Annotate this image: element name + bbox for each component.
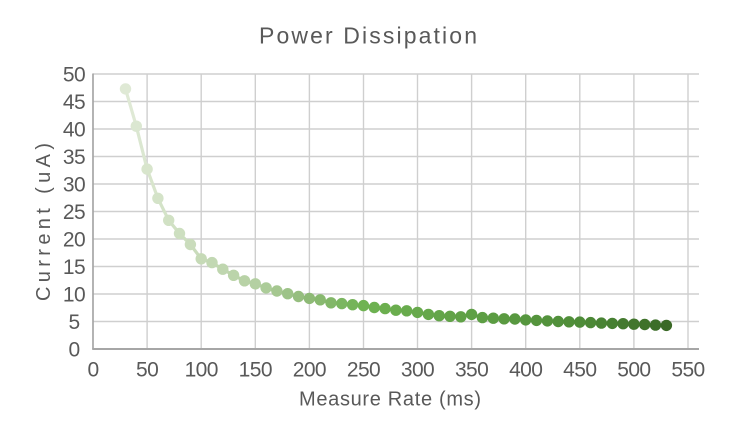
svg-text:400: 400 [509,359,542,382]
svg-text:10: 10 [63,284,85,307]
svg-text:500: 500 [617,359,650,382]
svg-text:45: 45 [63,91,85,114]
svg-text:15: 15 [63,256,85,279]
svg-text:200: 200 [293,359,326,382]
svg-text:Measure Rate (ms): Measure Rate (ms) [299,389,481,411]
svg-text:300: 300 [401,359,434,382]
svg-text:250: 250 [347,359,380,382]
svg-text:0: 0 [87,359,98,382]
svg-text:450: 450 [563,359,596,382]
svg-text:50: 50 [136,359,158,382]
svg-text:150: 150 [239,359,272,382]
svg-text:550: 550 [671,359,704,382]
svg-text:40: 40 [63,119,85,142]
svg-text:25: 25 [63,201,85,224]
svg-text:Current (uA): Current (uA) [33,143,55,301]
svg-text:100: 100 [185,359,218,382]
svg-text:30: 30 [63,174,85,197]
svg-text:35: 35 [63,146,85,169]
svg-text:350: 350 [455,359,488,382]
svg-text:0: 0 [68,339,79,362]
svg-text:20: 20 [63,229,85,252]
svg-text:5: 5 [68,311,79,334]
svg-text:50: 50 [63,64,85,87]
